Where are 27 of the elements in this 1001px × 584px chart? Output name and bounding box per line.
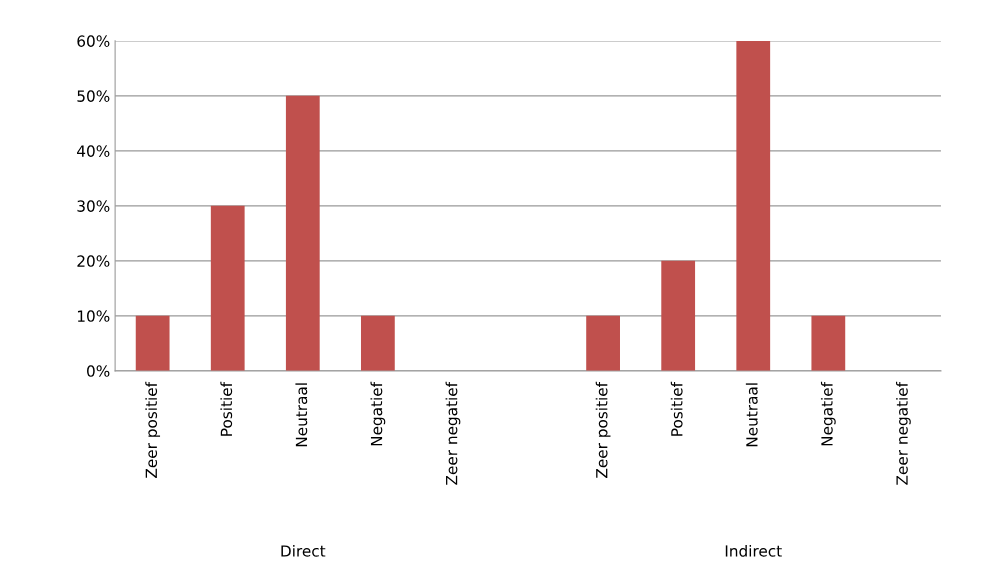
y-tick-label: 40% <box>77 145 110 157</box>
bar <box>360 315 395 371</box>
bar <box>736 40 771 371</box>
y-tick-label: 30% <box>77 200 110 212</box>
x-tick-label: Neutraal <box>295 383 308 447</box>
text: Direct <box>281 544 326 557</box>
bar <box>210 205 245 371</box>
bar <box>586 315 620 371</box>
x-tick-label: Zeer positief <box>145 381 161 478</box>
bar <box>135 315 170 371</box>
text: Indirect <box>725 544 782 557</box>
bar <box>811 315 846 371</box>
x-tick-label: Negatief <box>370 381 386 446</box>
x-tick-label: Zeer positief <box>595 381 611 478</box>
x-tick-label: Negatief <box>820 381 836 446</box>
bar <box>661 260 696 371</box>
bar <box>285 95 320 371</box>
x-tick-label: Zeer negatief <box>896 381 911 485</box>
x-tick-label: Positief <box>220 381 233 436</box>
y-tick-label: 0% <box>87 365 110 377</box>
x-tick-label: Neutraal <box>745 383 758 447</box>
x-tick-label: Zeer negatief <box>445 381 461 485</box>
y-tick-label: 60% <box>77 35 110 47</box>
y-tick-label: 20% <box>77 255 110 267</box>
y-tick-label: 50% <box>77 90 110 102</box>
y-tick-label: 10% <box>77 310 110 322</box>
x-tick-label: Positief <box>670 381 683 436</box>
